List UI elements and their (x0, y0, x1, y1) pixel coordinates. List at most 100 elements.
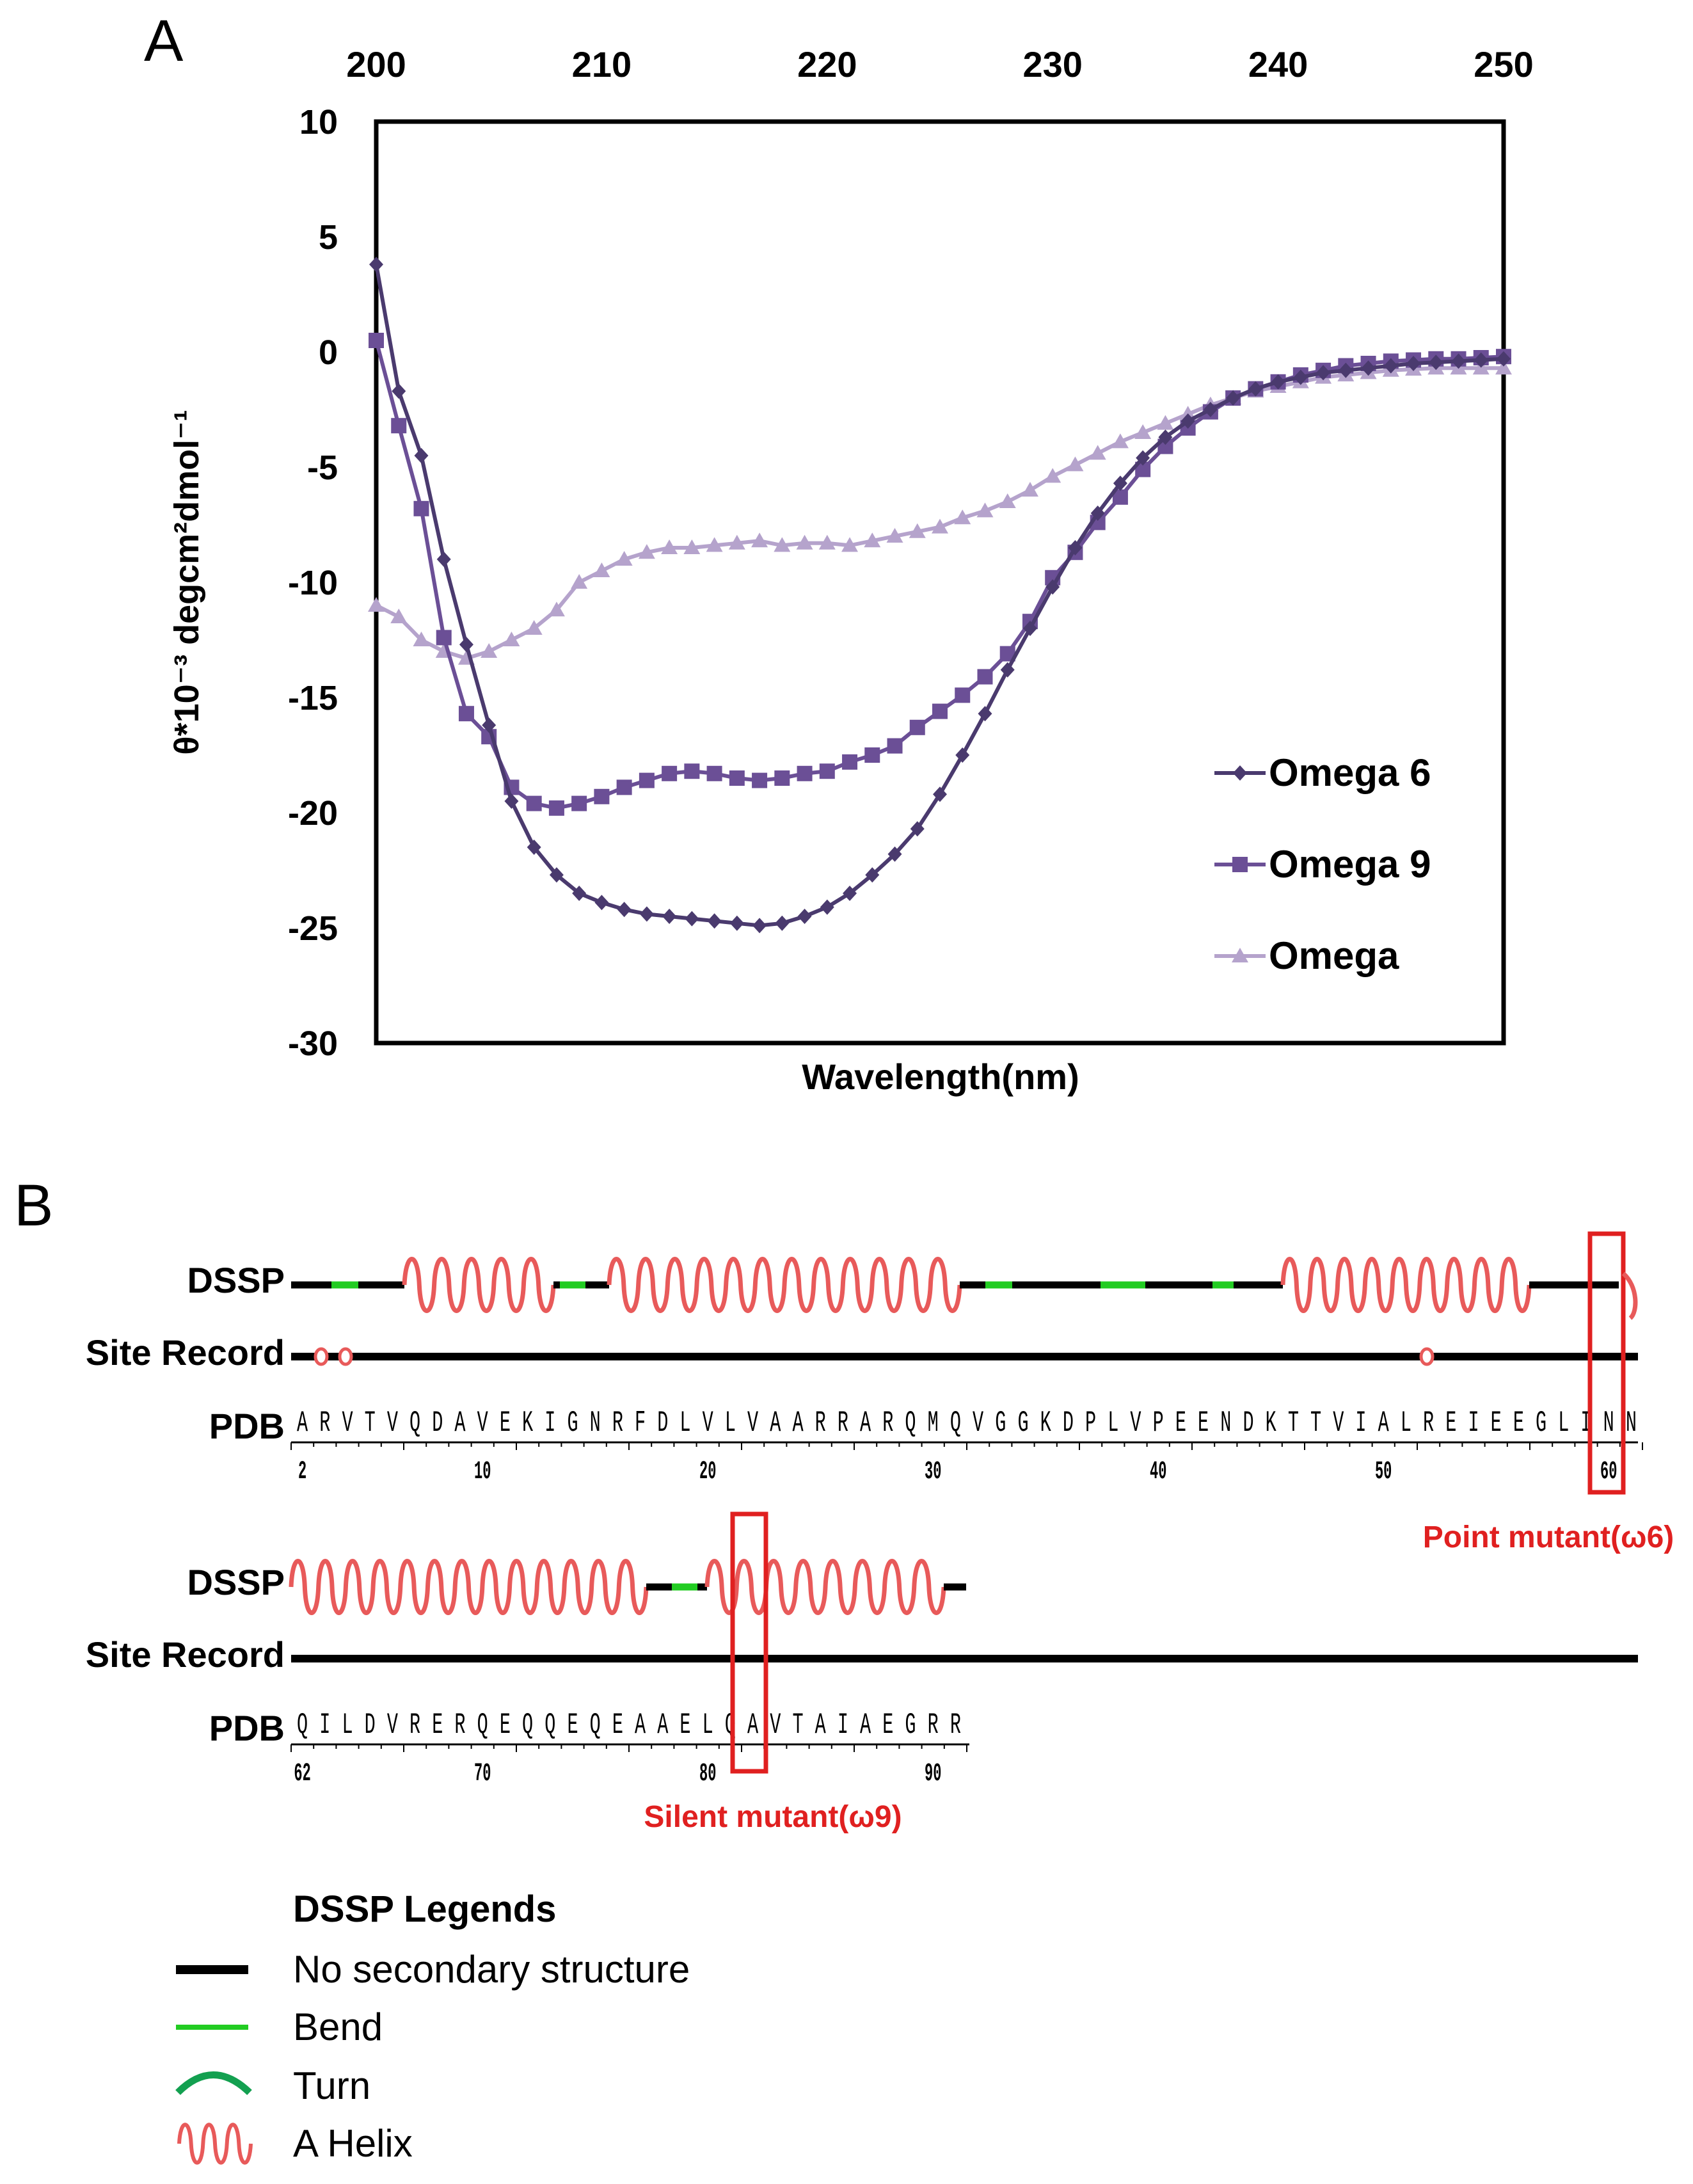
data-point (662, 909, 677, 924)
helix-segment (402, 1257, 556, 1313)
residue: E (1491, 1407, 1502, 1440)
data-point (1136, 450, 1150, 466)
sequence-tick-label: 2 (298, 1457, 306, 1487)
residue: Q (905, 1407, 916, 1440)
residue: E (567, 1709, 578, 1742)
silent-mutant-highlight (730, 1511, 768, 1774)
data-point (1226, 390, 1241, 406)
data-point (571, 795, 587, 811)
residue: D (1063, 1407, 1074, 1440)
residue: Q (477, 1709, 488, 1742)
data-point (775, 915, 790, 931)
data-point (1495, 360, 1512, 375)
residue: Q (522, 1709, 533, 1742)
y-tick-label: -30 (288, 1024, 338, 1063)
series-line (374, 264, 1504, 928)
legend-marker (1232, 948, 1248, 962)
residue: A (297, 1407, 308, 1440)
residue: R (815, 1407, 826, 1440)
data-point (752, 918, 767, 934)
x-tick-label: 220 (797, 44, 857, 84)
data-point (706, 537, 723, 552)
data-point (932, 518, 948, 534)
residue: A (657, 1709, 668, 1742)
residue: L (725, 1407, 736, 1440)
sequence-tick-label: 70 (474, 1759, 491, 1789)
data-point (819, 763, 835, 779)
data-point (706, 765, 722, 781)
pdb-row-label: PDB (209, 1406, 285, 1446)
data-point (1406, 356, 1421, 371)
residue: E (612, 1709, 623, 1742)
data-point (999, 493, 1016, 508)
turn-arc-icon (175, 2071, 252, 2096)
residue: N (590, 1407, 601, 1440)
residue: A (792, 1407, 803, 1440)
residue: E (500, 1709, 511, 1742)
residue: I (1355, 1407, 1366, 1440)
data-point (594, 895, 609, 911)
helix-segment (1280, 1257, 1532, 1313)
residue: E (1445, 1407, 1456, 1440)
residue: V (1333, 1407, 1344, 1440)
data-point (751, 532, 768, 548)
data-point (910, 821, 925, 837)
residue: I (838, 1709, 848, 1742)
x-tick-label: 230 (1022, 44, 1082, 84)
data-point (548, 602, 565, 617)
residue: R (612, 1407, 623, 1440)
dssp-legend-label: A Helix (293, 2122, 413, 2165)
data-point (436, 630, 452, 646)
data-point (1068, 540, 1083, 555)
data-point (707, 913, 722, 929)
x-tick-label: 210 (572, 44, 632, 84)
data-point (978, 706, 992, 722)
residue: L (342, 1709, 353, 1742)
panel-a-label: A (144, 8, 184, 74)
sequence-tick-label: 80 (699, 1759, 716, 1789)
data-point (1429, 355, 1443, 371)
data-point (504, 793, 519, 809)
data-point (1361, 360, 1376, 376)
residue: I (319, 1709, 330, 1742)
residue: N (1603, 1407, 1614, 1440)
series-line (374, 340, 1504, 810)
data-point (549, 867, 564, 883)
data-point (752, 772, 768, 788)
point-mutant-highlight (1587, 1231, 1626, 1495)
data-point (932, 703, 948, 719)
silent-mutant-label: Silent mutant(ω9) (644, 1800, 902, 1834)
data-point (864, 747, 880, 763)
residue: R (928, 1709, 939, 1742)
residue: G (995, 1407, 1006, 1440)
residue: R (454, 1709, 465, 1742)
y-tick-label: -20 (288, 794, 338, 833)
series-omega-9 (369, 333, 1511, 816)
data-point (1089, 445, 1106, 460)
data-point (685, 911, 699, 927)
point-mutant-label: Point mutant(ω6) (1423, 1520, 1674, 1554)
data-point (865, 867, 880, 883)
helix-segment (704, 1559, 946, 1615)
data-point (1134, 424, 1152, 439)
data-point (683, 539, 701, 554)
dssp-legend-label: Turn (293, 2064, 370, 2107)
residue: R (882, 1407, 893, 1440)
residue: D (657, 1407, 668, 1440)
x-tick-label: 240 (1248, 44, 1308, 84)
panel-b-label: B (14, 1173, 53, 1238)
plot-frame (374, 119, 1506, 1046)
data-point (390, 609, 408, 623)
data-point (1045, 579, 1060, 595)
data-point (548, 800, 564, 816)
series-omega (368, 360, 1512, 665)
data-point (369, 333, 384, 348)
site-marker (314, 1347, 329, 1366)
data-point (774, 537, 791, 552)
residue: Q (950, 1407, 961, 1440)
residue: V (770, 1709, 781, 1742)
residue: V (387, 1407, 398, 1440)
residue: K (522, 1407, 533, 1440)
